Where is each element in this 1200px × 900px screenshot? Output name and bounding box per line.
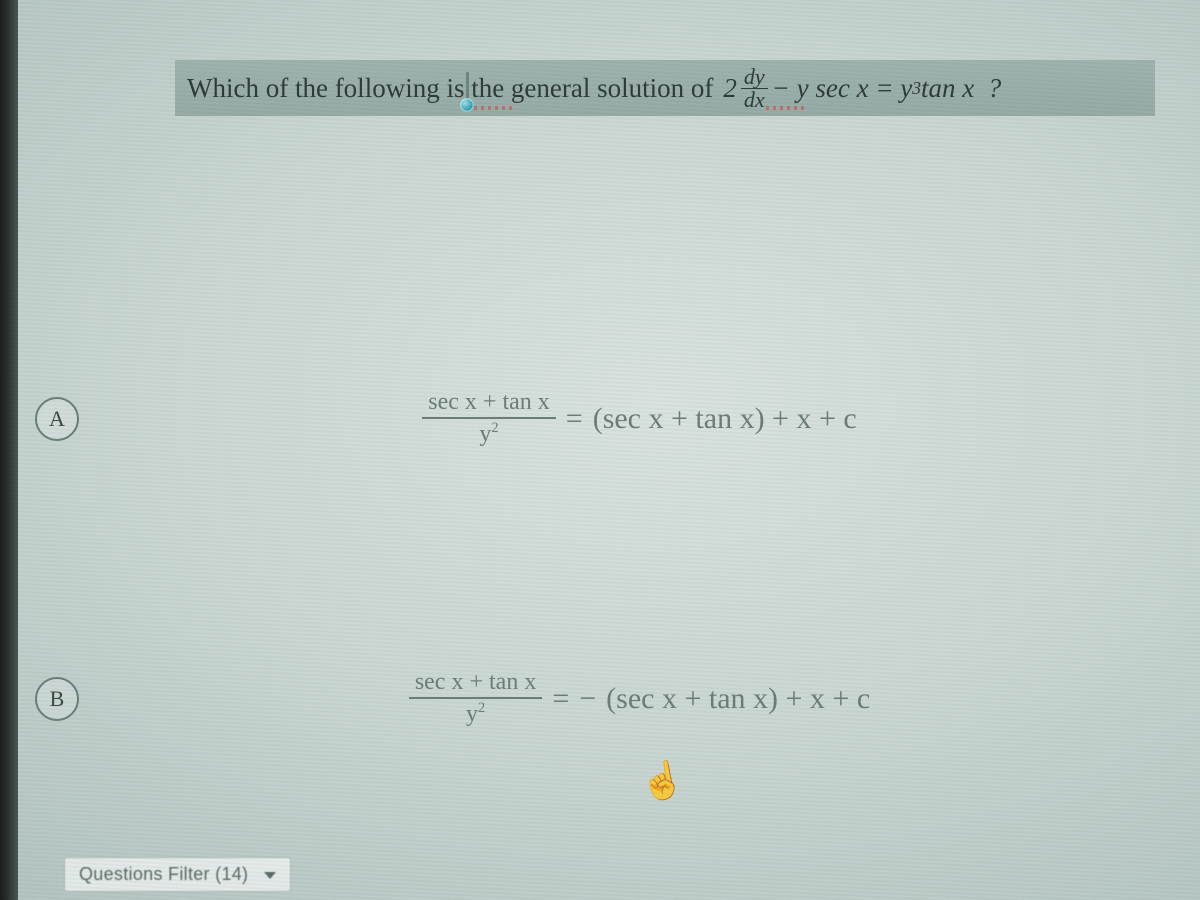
- tail-expr: tan x ?: [921, 73, 1001, 104]
- caret-handle-icon: [460, 98, 474, 112]
- coef: 2: [723, 73, 737, 104]
- monitor-bezel: [0, 0, 18, 900]
- option-b-lhs-den: y2: [460, 699, 491, 727]
- spellcheck-squiggle: [472, 106, 516, 110]
- option-a-lhs-frac: sec x + tan x y2: [422, 390, 556, 447]
- dy-dx-fraction: dy dx: [741, 66, 768, 111]
- option-a-rhs: (sec x + tan x) + x + c: [593, 402, 857, 436]
- option-a-row[interactable]: A sec x + tan x y2 = (sec x + tan x) + x…: [35, 390, 1140, 447]
- option-a-radio[interactable]: A: [35, 397, 79, 441]
- option-a-letter: A: [49, 406, 65, 432]
- questions-filter-label: Questions Filter (14): [79, 864, 248, 884]
- option-b-letter: B: [50, 686, 65, 712]
- option-b-equation: sec x + tan x y2 = − (sec x + tan x) + x…: [139, 670, 1140, 727]
- equals: =: [552, 682, 569, 716]
- mid-expr: − y sec x = y: [772, 73, 913, 104]
- spellcheck-squiggle: [764, 106, 806, 110]
- option-b-rhs: (sec x + tan x) + x + c: [606, 682, 870, 716]
- frac-num: dy: [741, 66, 768, 89]
- option-a-lhs-den: y2: [473, 419, 504, 447]
- option-b-row[interactable]: B sec x + tan x y2 = − (sec x + tan x) +…: [35, 670, 1140, 727]
- question-prefix: Which of the following is the general so…: [187, 73, 713, 104]
- option-b-lhs-frac: sec x + tan x y2: [409, 670, 543, 727]
- question-text: Which of the following is the general so…: [175, 60, 1155, 116]
- pointer-cursor-icon: ☝: [637, 756, 688, 805]
- option-b-lhs-num: sec x + tan x: [409, 670, 543, 699]
- chevron-down-icon: [264, 872, 276, 879]
- photo-vignette-overlay: [0, 0, 1200, 900]
- negative: −: [579, 682, 596, 716]
- option-a-equation: sec x + tan x y2 = (sec x + tan x) + x +…: [139, 390, 1140, 447]
- equals: =: [566, 402, 583, 436]
- option-a-lhs-num: sec x + tan x: [422, 390, 556, 419]
- exponent-3: 3: [912, 78, 921, 99]
- questions-filter-button[interactable]: Questions Filter (14): [64, 857, 291, 892]
- photo-moire-overlay: [0, 0, 1200, 900]
- screenshot-region: Which of the following is the general so…: [0, 0, 1200, 900]
- option-b-radio[interactable]: B: [35, 677, 79, 721]
